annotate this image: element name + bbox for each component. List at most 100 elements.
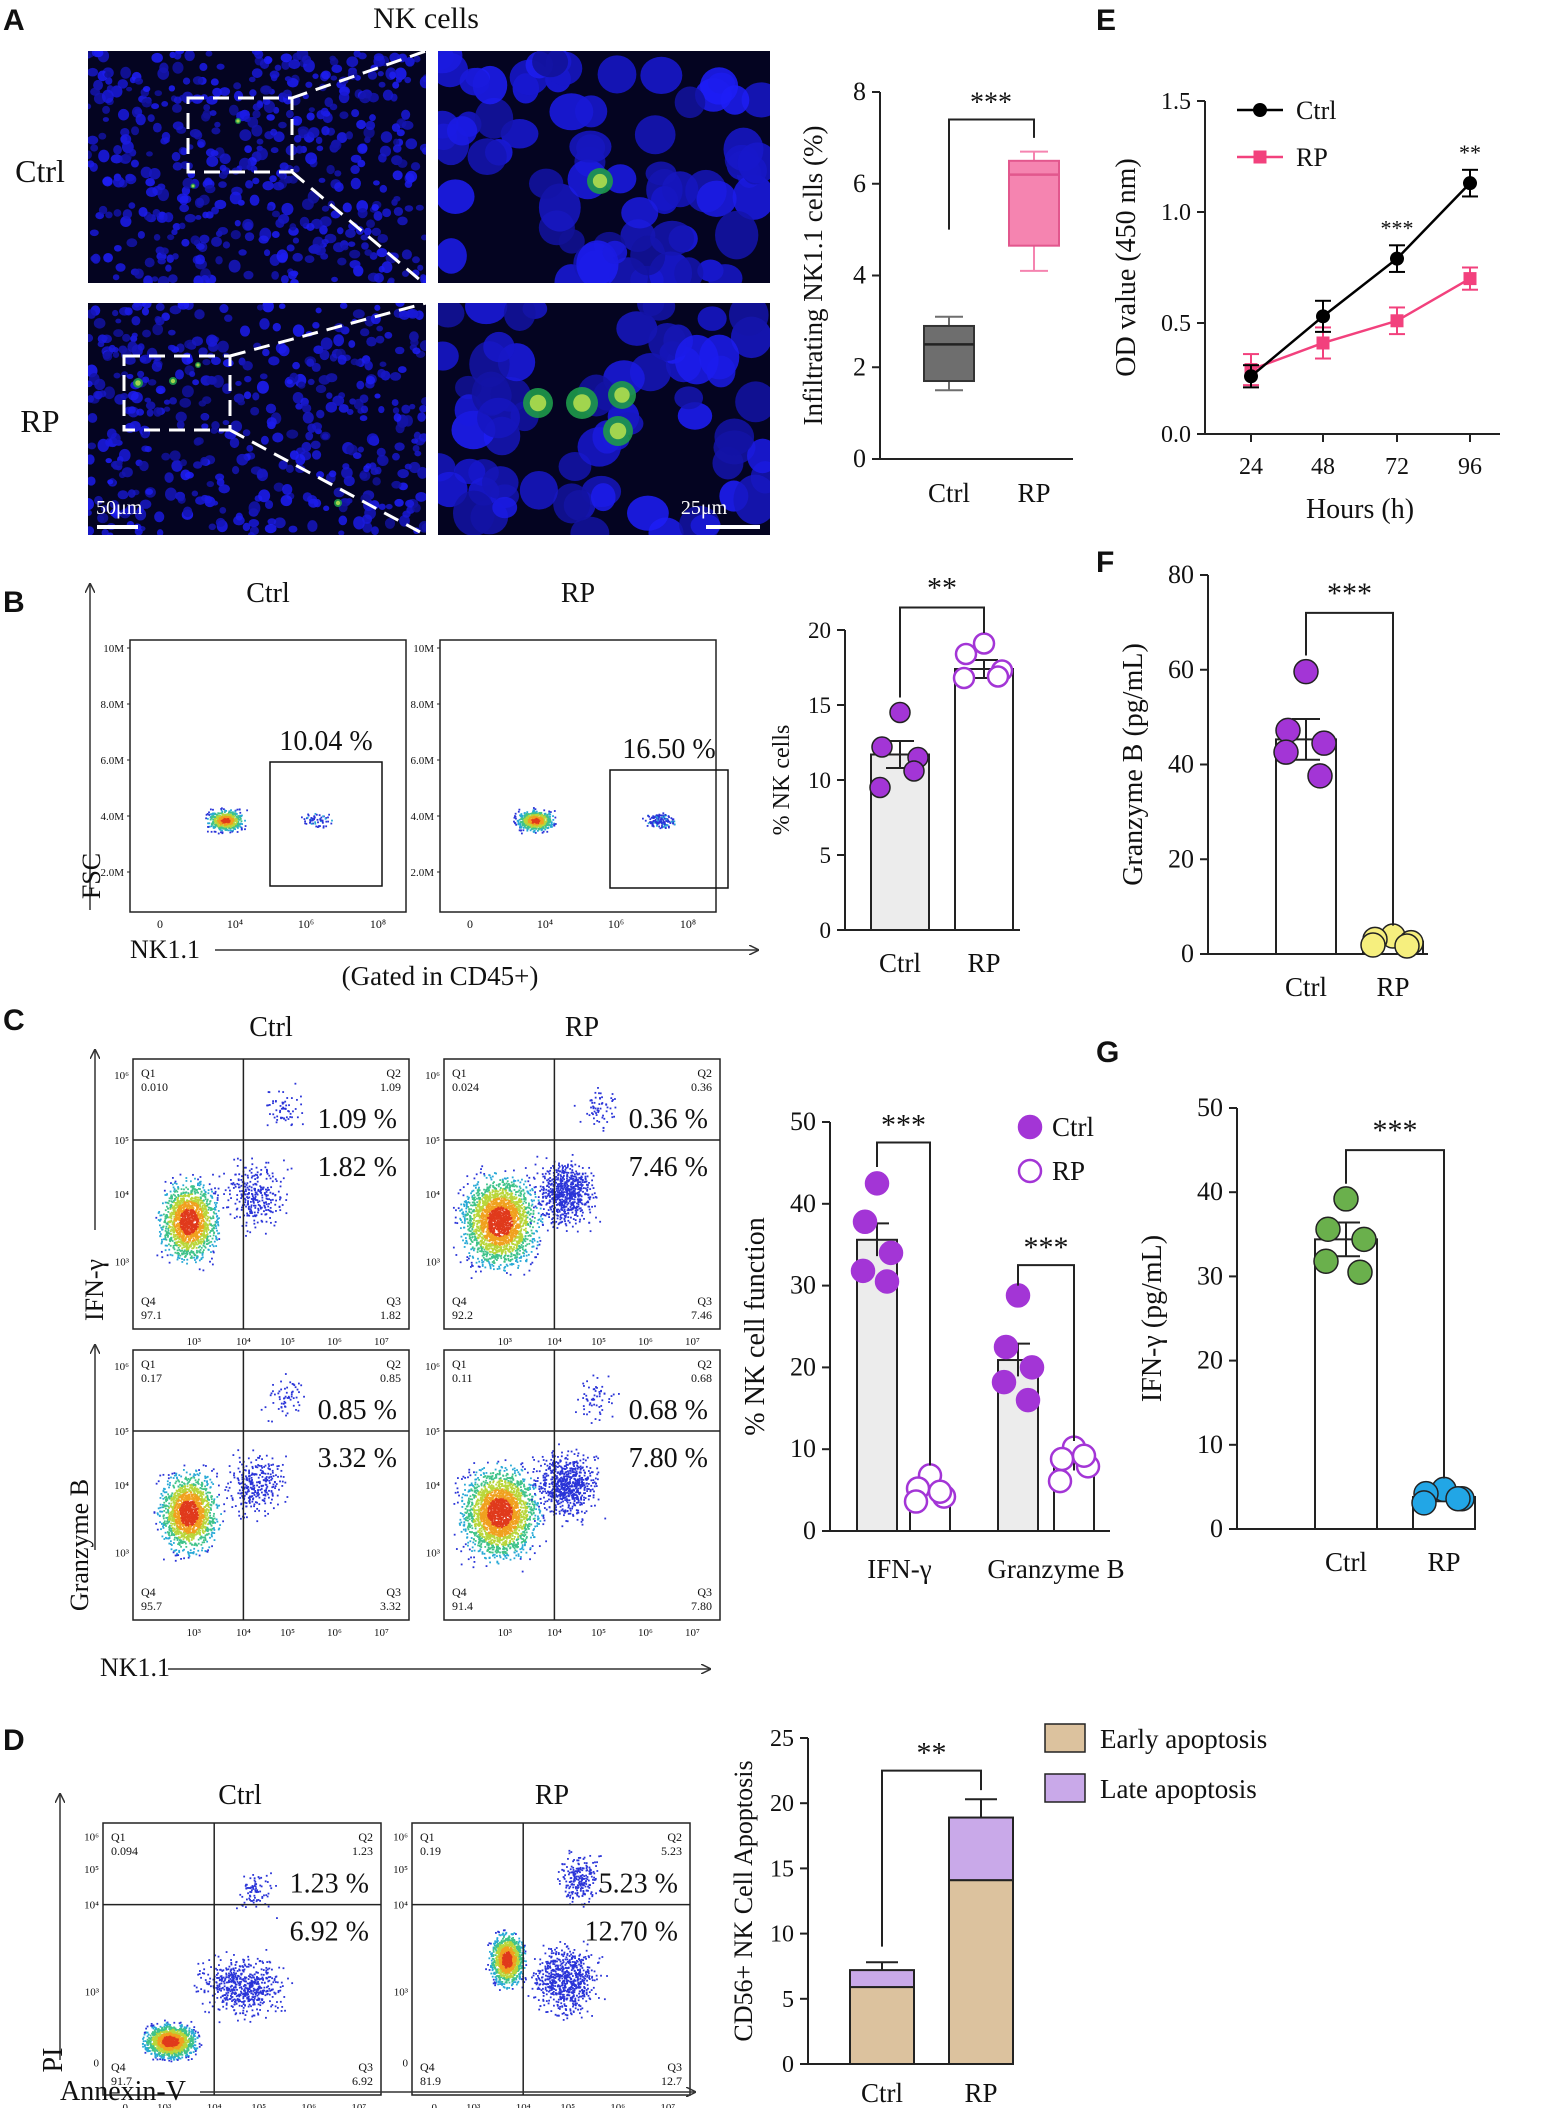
flow-event (240, 1209, 243, 1211)
flow-event (171, 1254, 174, 1257)
flow-event (211, 1190, 213, 1193)
flow-event (212, 1173, 214, 1176)
flow-event (239, 816, 242, 819)
flow-event (263, 1210, 265, 1213)
flow-event (181, 1261, 184, 1263)
flow-event (177, 1217, 180, 1220)
nucleus (326, 164, 335, 175)
flow-event (507, 1259, 510, 1262)
nucleus (305, 152, 318, 165)
flow-event (532, 827, 534, 830)
flow-event (247, 1200, 249, 1202)
flow-event (244, 1201, 247, 1204)
flow-event (668, 825, 670, 828)
flow-event (655, 814, 658, 817)
flow-event (284, 1100, 287, 1103)
flow-event (656, 816, 659, 819)
nucleus (144, 257, 155, 268)
flow-event (156, 1254, 159, 1257)
flow-event (269, 1177, 272, 1180)
flow-event (265, 1191, 268, 1193)
flow-event (286, 1168, 289, 1171)
flow-event (185, 1218, 188, 1220)
flow-event (180, 1242, 183, 1245)
flow-event (658, 825, 661, 828)
flow-event (521, 820, 524, 823)
flow-event (549, 824, 552, 827)
flow-event (250, 1189, 253, 1192)
flow-event (204, 1196, 207, 1199)
flow-plot-frame (439, 639, 717, 913)
flow-event (266, 1104, 269, 1107)
flow-event (196, 1188, 198, 1191)
flow-event (211, 1243, 214, 1246)
flow-event (194, 1177, 196, 1180)
flow-event (190, 1185, 192, 1188)
flow-event (248, 1185, 251, 1188)
flow-event (524, 814, 526, 817)
nucleus (281, 60, 290, 70)
flow-event (244, 1199, 247, 1201)
flow-event (219, 822, 222, 825)
flow-event (170, 1220, 173, 1223)
flow-event (296, 1116, 299, 1119)
flow-event (514, 815, 516, 817)
nucleus (158, 211, 166, 218)
flow-event (237, 1183, 240, 1186)
flow-event (164, 1209, 167, 1212)
flow-event (535, 810, 538, 813)
flow-event (307, 814, 310, 817)
flow-event (179, 1233, 182, 1236)
flow-event (249, 1208, 252, 1211)
flow-event (195, 1202, 198, 1205)
flow-event (546, 822, 549, 825)
flow-event (268, 1104, 271, 1106)
flow-event (244, 1188, 247, 1191)
flow-event (177, 1256, 179, 1259)
flow-event (194, 1236, 197, 1239)
nucleus (244, 145, 252, 153)
bar (954, 668, 1014, 931)
nucleus (373, 180, 380, 186)
flow-event (211, 1257, 213, 1260)
flow-event (236, 1164, 239, 1167)
flow-event (291, 1123, 293, 1126)
flow-event (665, 824, 668, 827)
flow-event (539, 826, 542, 828)
nucleus (391, 123, 401, 132)
flow-event (529, 812, 532, 815)
flow-event (191, 1213, 193, 1216)
flow-event (264, 1213, 267, 1216)
flow-event (171, 1226, 174, 1229)
nucleus (249, 89, 257, 97)
flow-event (208, 811, 210, 814)
flow-event (549, 815, 551, 818)
flow-event (233, 824, 236, 827)
data-point (871, 736, 893, 758)
flow-event (273, 1116, 276, 1119)
flow-event (215, 820, 218, 823)
flow-event (670, 817, 673, 820)
nucleus (417, 264, 424, 271)
flow-event (473, 1219, 475, 1222)
flow-event (190, 1243, 192, 1246)
flow-event (166, 1244, 168, 1247)
flow-event (292, 1110, 294, 1113)
data-point (986, 665, 1010, 688)
flow-event (275, 1180, 278, 1183)
flow-event (192, 1219, 195, 1222)
flow-event (530, 820, 532, 823)
flow-event (232, 815, 235, 818)
nucleus (412, 256, 420, 264)
flow-event (539, 818, 542, 821)
flow-event (229, 1213, 232, 1216)
flow-event (183, 1215, 186, 1218)
flow-event (475, 1261, 478, 1264)
nucleus (218, 171, 228, 179)
quadrant-q2-name: Q2 (386, 1066, 401, 1080)
nucleus (105, 77, 113, 85)
flow-event (250, 1200, 252, 1203)
flow-event (191, 1247, 194, 1250)
flow-event (219, 826, 221, 829)
flow-event (661, 822, 663, 825)
